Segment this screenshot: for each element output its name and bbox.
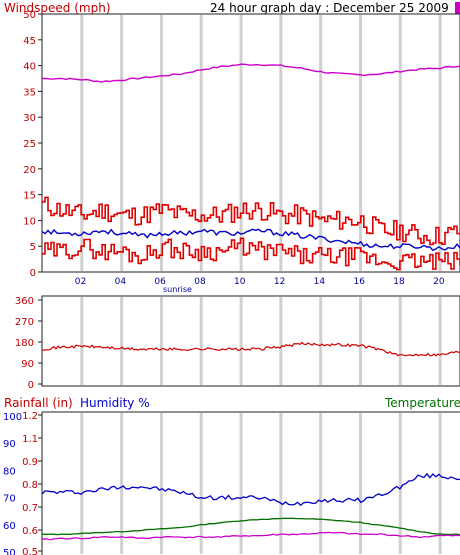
wind-y-tick-label: 0 xyxy=(30,268,36,279)
series-line-wind-direction xyxy=(41,341,460,357)
rainfall-y-tick-label: 0.5 xyxy=(22,547,38,555)
legend-swatch-icon xyxy=(455,2,460,14)
humidity-y-tick-label: 90 xyxy=(3,439,16,450)
humidity-label: Humidity % xyxy=(80,396,150,410)
x-tick-label: 20 xyxy=(433,277,445,287)
x-tick-label: 12 xyxy=(274,277,285,287)
direction-y-tick-label: 90 xyxy=(21,359,34,370)
rainfall-y-tick-label: 0.8 xyxy=(22,480,38,491)
direction-y-tick-label: 360 xyxy=(15,296,34,307)
series-line-gust-low xyxy=(42,237,460,271)
rainfall-y-tick-label: 0.9 xyxy=(22,457,38,468)
x-tick-label: 08 xyxy=(194,277,206,287)
direction-y-tick-label: 180 xyxy=(15,338,34,349)
x-tick-label: 14 xyxy=(314,277,326,287)
series-line-humidity xyxy=(41,472,460,507)
direction-y-tick-label: 270 xyxy=(15,317,34,328)
series-line-temperature xyxy=(41,517,460,536)
windspeed-label: Windspeed (mph) xyxy=(4,1,111,15)
series-line-average xyxy=(41,228,460,252)
x-tick-label: 10 xyxy=(234,277,246,287)
series-line-rainfall xyxy=(41,531,460,541)
wind-y-tick-label: 5 xyxy=(30,242,36,253)
wind-y-tick-label: 10 xyxy=(23,216,36,227)
rainfall-y-tick-label: 1.2 xyxy=(22,411,38,422)
wind-y-tick-label: 45 xyxy=(23,36,36,47)
x-tick-label: 18 xyxy=(393,277,405,287)
x-tick-label: 16 xyxy=(353,277,365,287)
wind-y-tick-label: 35 xyxy=(23,87,36,98)
rainfall-y-tick-label: 0.6 xyxy=(22,526,38,537)
temperature-label: Temperature xyxy=(384,396,460,410)
x-tick-label: 02 xyxy=(75,277,86,287)
chart-title: 24 hour graph day : December 25 2009 xyxy=(210,1,449,15)
x-tick-label: 04 xyxy=(115,277,127,287)
rainfall-y-tick-label: 0.7 xyxy=(22,503,38,514)
wind-y-tick-label: 20 xyxy=(23,165,36,176)
series-line-gust-high xyxy=(42,196,460,246)
wind-y-tick-label: 40 xyxy=(23,62,36,73)
wind-y-tick-label: 15 xyxy=(23,191,36,202)
humidity-y-tick-label: 70 xyxy=(3,494,16,505)
direction-panel-frame xyxy=(41,295,460,387)
humidity-y-tick-label: 80 xyxy=(3,466,16,477)
wind-y-tick-label: 25 xyxy=(23,139,36,150)
rainfall-y-tick-label: 1.1 xyxy=(22,434,38,445)
wind-y-tick-label: 30 xyxy=(23,113,36,124)
wind-y-tick-label: 50 xyxy=(23,10,36,21)
series-line-pressure xyxy=(41,63,460,83)
humidity-y-tick-label: 100 xyxy=(3,412,22,423)
direction-y-tick-label: 0 xyxy=(28,380,34,391)
humidity-y-tick-label: 50 xyxy=(3,548,16,555)
x-tick-label: 06 xyxy=(154,277,166,287)
rainfall-label: Rainfall (in) xyxy=(4,396,73,410)
sunrise-annotation: sunrise xyxy=(163,285,192,294)
humidity-y-tick-label: 60 xyxy=(3,521,16,532)
